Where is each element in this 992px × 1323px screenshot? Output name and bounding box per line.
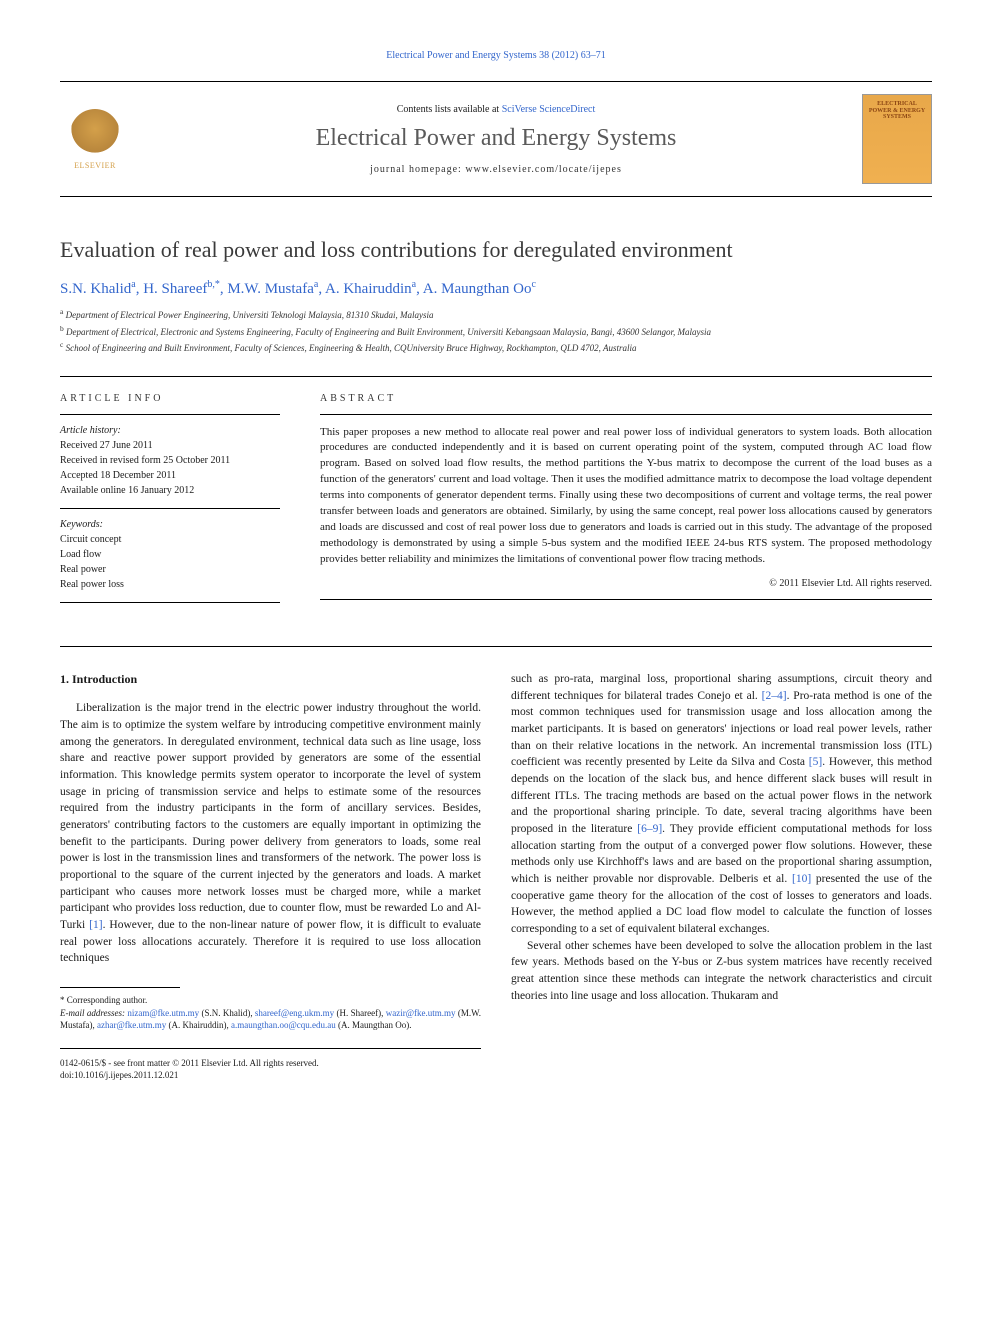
body-paragraph: such as pro-rata, marginal loss, proport… [511,671,932,938]
accepted-date: Accepted 18 December 2011 [60,468,280,483]
affiliation-b: b Department of Electrical, Electronic a… [60,323,932,340]
footer-text: 0142-0615/$ - see front matter © 2011 El… [60,1057,481,1082]
abstract: ABSTRACT This paper proposes a new metho… [320,393,932,616]
history-block: Received 27 June 2011 Received in revise… [60,438,280,509]
keywords-block: Circuit concept Load flow Real power Rea… [60,532,280,603]
affiliations: a Department of Electrical Power Enginee… [60,306,932,356]
sciencedirect-link[interactable]: SciVerse ScienceDirect [502,104,596,115]
abstract-copyright: © 2011 Elsevier Ltd. All rights reserved… [320,578,932,589]
journal-cover-thumbnail: ELECTRICAL POWER & ENERGY SYSTEMS [862,94,932,184]
ref-link[interactable]: [10] [792,873,811,885]
revised-date: Received in revised form 25 October 2011 [60,453,280,468]
column-right: such as pro-rata, marginal loss, proport… [511,671,932,1082]
article-info-heading: ARTICLE INFO [60,393,280,415]
keyword: Circuit concept [60,532,280,547]
contents-prefix: Contents lists available at [397,104,502,115]
abstract-text: This paper proposes a new method to allo… [320,425,932,568]
footer-copyright: 0142-0615/$ - see front matter © 2011 El… [60,1057,481,1070]
footer-separator [60,1048,481,1049]
ref-link[interactable]: [1] [89,919,102,931]
section-heading: 1. Introduction [60,671,481,688]
history-label: Article history: [60,425,280,436]
divider [60,376,932,377]
journal-header: ELSEVIER Contents lists available at Sci… [60,81,932,197]
article-info: ARTICLE INFO Article history: Received 2… [60,393,280,616]
elsevier-tree-icon [70,109,120,159]
journal-header-center: Contents lists available at SciVerse Sci… [150,104,842,175]
footnote-emails: E-mail addresses: nizam@fke.utm.my (S.N.… [60,1007,481,1032]
ref-link[interactable]: [2–4] [762,690,787,702]
received-date: Received 27 June 2011 [60,438,280,453]
keyword: Load flow [60,547,280,562]
ref-link[interactable]: [6–9] [637,823,662,835]
contents-line: Contents lists available at SciVerse Sci… [150,104,842,115]
ref-link[interactable]: [5] [809,756,822,768]
keywords-label: Keywords: [60,519,280,530]
corresponding-author: * Corresponding author. [60,994,481,1007]
journal-cover-title: ELECTRICAL POWER & ENERGY SYSTEMS [867,101,927,121]
elsevier-label: ELSEVIER [74,161,116,170]
footnote-separator [60,987,180,988]
affiliation-a: a Department of Electrical Power Enginee… [60,306,932,323]
divider [320,599,932,600]
header-citation: Electrical Power and Energy Systems 38 (… [60,50,932,61]
body-paragraph: Several other schemes have been develope… [511,938,932,1005]
keyword: Real power [60,562,280,577]
email-link[interactable]: a.maungthan.oo@cqu.edu.au [231,1020,336,1030]
elsevier-logo: ELSEVIER [60,104,130,174]
email-link[interactable]: wazir@fke.utm.my [386,1008,456,1018]
online-date: Available online 16 January 2012 [60,483,280,498]
email-link[interactable]: azhar@fke.utm.my [97,1020,166,1030]
abstract-heading: ABSTRACT [320,393,932,415]
email-link[interactable]: nizam@fke.utm.my [127,1008,199,1018]
paper-title: Evaluation of real power and loss contri… [60,237,932,263]
column-left: 1. Introduction Liberalization is the ma… [60,671,481,1082]
body-columns: 1. Introduction Liberalization is the ma… [60,646,932,1082]
footnote: * Corresponding author. E-mail addresses… [60,994,481,1032]
email-link[interactable]: shareef@eng.ukm.my [255,1008,334,1018]
body-paragraph: Liberalization is the major trend in the… [60,700,481,967]
journal-title: Electrical Power and Energy Systems [150,125,842,152]
authors: S.N. Khalida, H. Shareefb,*, M.W. Mustaf… [60,279,932,298]
journal-homepage: journal homepage: www.elsevier.com/locat… [150,164,842,175]
footer-doi: doi:10.1016/j.ijepes.2011.12.021 [60,1069,481,1082]
affiliation-c: c School of Engineering and Built Enviro… [60,339,932,356]
keyword: Real power loss [60,577,280,592]
